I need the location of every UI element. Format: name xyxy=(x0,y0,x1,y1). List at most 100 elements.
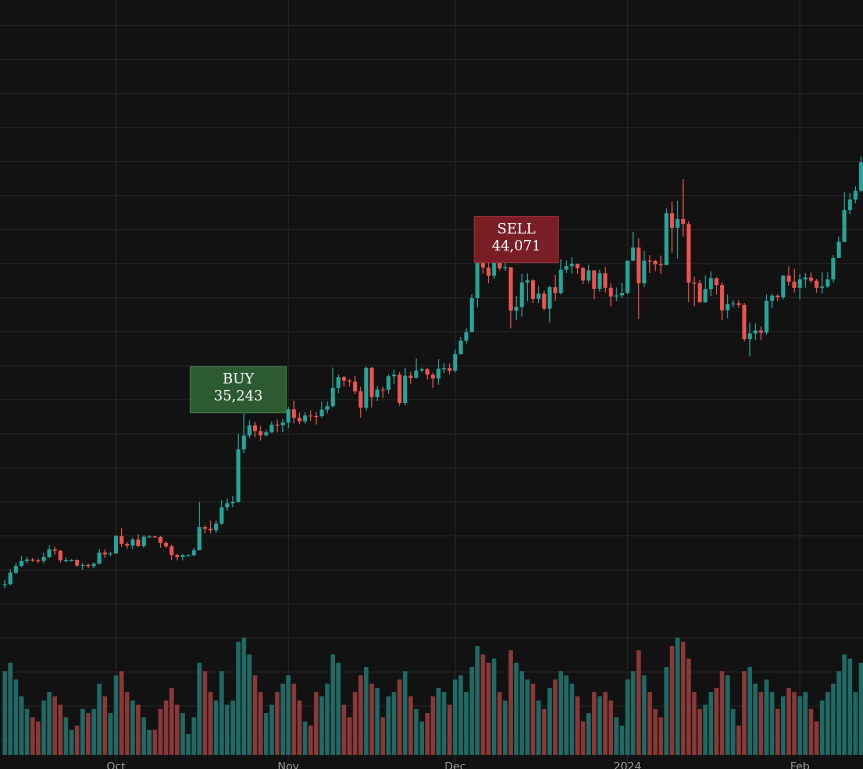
x-tick-label: Dec xyxy=(445,760,466,769)
candle-body xyxy=(414,370,419,378)
volume-bar xyxy=(97,683,102,755)
candle-body xyxy=(692,282,697,284)
candle-body xyxy=(164,542,169,547)
volume-bar xyxy=(74,725,80,755)
volume-bar xyxy=(792,692,797,755)
candle-body xyxy=(136,539,141,546)
volume-bar xyxy=(675,637,680,755)
volume-bar xyxy=(52,696,58,755)
volume-bar xyxy=(263,713,269,755)
volume-bar xyxy=(236,641,241,755)
volume-bar xyxy=(597,696,602,755)
volume-bar xyxy=(719,671,725,755)
marker-price: 35,243 xyxy=(214,389,263,405)
volume-bar xyxy=(697,708,702,755)
candle-body xyxy=(141,536,146,546)
volume-bar xyxy=(208,692,213,755)
candle-body xyxy=(253,425,257,432)
candle-body xyxy=(114,536,118,554)
volume-bar xyxy=(653,708,658,755)
volume-bar xyxy=(108,713,113,755)
volume-bar xyxy=(397,679,402,755)
volume-bar xyxy=(202,671,208,755)
volume-bar xyxy=(313,692,319,755)
candle-body xyxy=(497,260,502,269)
volume-bar xyxy=(441,692,447,755)
candle-body xyxy=(386,376,391,390)
candle-body xyxy=(603,273,608,288)
candle-body xyxy=(13,566,18,573)
candle-body xyxy=(708,278,713,290)
volume-bar xyxy=(508,650,513,755)
volume-bar xyxy=(630,671,636,755)
volume-bar xyxy=(769,692,775,755)
volume-bar xyxy=(408,696,413,755)
volume-bar xyxy=(247,654,252,755)
candle-body xyxy=(775,295,780,298)
volume-bar xyxy=(141,717,146,755)
volume-bar xyxy=(152,729,158,755)
volume-bar xyxy=(491,658,497,755)
candle-body xyxy=(419,369,424,371)
candle-body xyxy=(375,389,380,398)
candle-body xyxy=(75,560,80,566)
candle-body xyxy=(314,415,319,417)
candle-body xyxy=(619,292,624,296)
volume-bar xyxy=(541,708,547,755)
candle-body xyxy=(30,559,35,561)
candle-body xyxy=(675,218,680,228)
volume-bar xyxy=(708,692,714,755)
candle-body xyxy=(792,281,797,288)
volume-bar xyxy=(2,671,7,755)
candle-body xyxy=(325,406,330,410)
marker-price: 44,071 xyxy=(492,238,541,254)
candle-body xyxy=(636,247,641,284)
volume-bar xyxy=(230,700,235,755)
volume-bar xyxy=(13,679,19,755)
candle-body xyxy=(147,536,152,538)
volume-bar xyxy=(608,700,614,755)
volume-bar xyxy=(69,729,74,755)
volume-bar xyxy=(325,683,330,755)
candle-body xyxy=(608,287,613,297)
volume-bar xyxy=(714,687,719,755)
volume-bar xyxy=(814,721,819,755)
volume-bar xyxy=(642,675,647,755)
volume-bar xyxy=(191,717,197,755)
candle-body xyxy=(825,279,830,287)
volume-bar xyxy=(136,704,141,755)
candle-body xyxy=(542,293,547,309)
volume-bar xyxy=(853,692,858,755)
candle-body xyxy=(553,287,558,294)
candle-body xyxy=(286,409,291,423)
volume-bar xyxy=(758,692,764,755)
volume-bar xyxy=(330,654,336,755)
x-tick-label: Oct xyxy=(106,760,126,769)
volume-bar xyxy=(564,675,569,755)
marker-label: SELL xyxy=(497,221,535,237)
volume-bar xyxy=(163,700,169,755)
candle-body xyxy=(686,223,691,283)
candle-body xyxy=(392,374,396,377)
candle-body xyxy=(303,415,308,422)
candle-body xyxy=(19,560,24,567)
candle-body xyxy=(592,270,597,289)
candle-body xyxy=(408,375,413,378)
marker-box xyxy=(189,366,287,414)
volume-bar xyxy=(352,692,358,755)
candle-body xyxy=(847,199,852,211)
volume-bar xyxy=(119,671,124,755)
candle-body xyxy=(653,260,658,265)
volume-bar xyxy=(736,725,741,755)
candle-body xyxy=(564,266,569,270)
candle-body xyxy=(753,330,758,334)
candle-body xyxy=(152,536,157,538)
candle-body xyxy=(403,375,408,404)
volume-bar xyxy=(258,692,263,755)
candle-body xyxy=(425,369,430,375)
candle-body xyxy=(797,279,802,288)
volume-bar xyxy=(536,700,541,755)
volume-bar xyxy=(380,717,386,755)
volume-bar xyxy=(658,717,664,755)
candle-body xyxy=(642,260,647,284)
